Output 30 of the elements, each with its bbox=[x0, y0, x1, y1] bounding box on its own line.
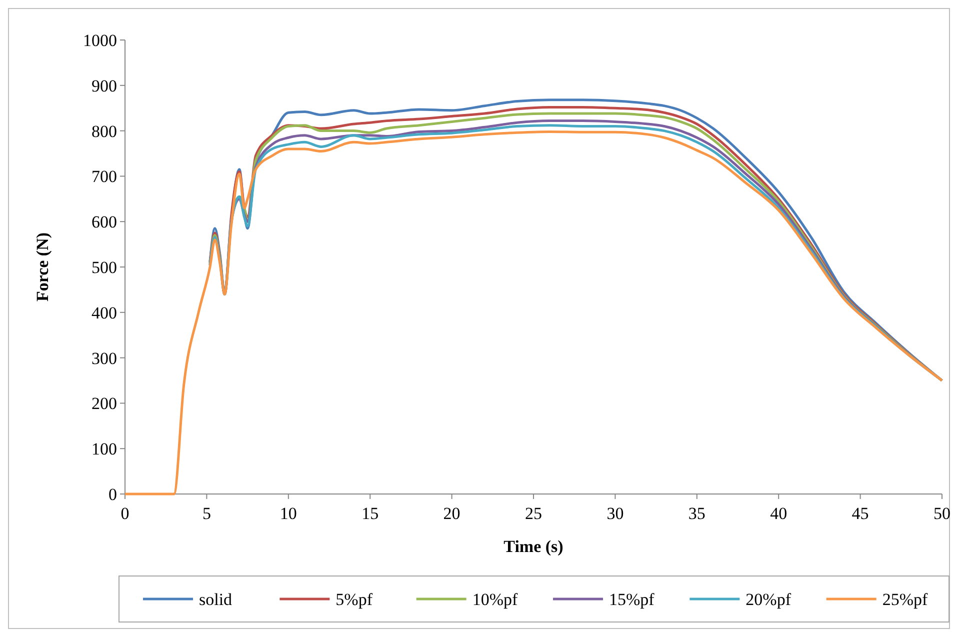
y-tick-label: 800 bbox=[92, 122, 117, 141]
y-tick-label: 700 bbox=[92, 167, 117, 186]
x-tick-label: 20 bbox=[443, 504, 460, 523]
x-tick-label: 10 bbox=[280, 504, 297, 523]
x-tick-label: 30 bbox=[606, 504, 624, 523]
x-tick-label: 5 bbox=[202, 504, 211, 523]
legend-label: 5%pf bbox=[336, 590, 373, 609]
x-tick-label: 50 bbox=[934, 504, 950, 523]
y-tick-label: 100 bbox=[92, 440, 117, 459]
y-tick-label: 0 bbox=[108, 484, 117, 504]
legend-label: 20%pf bbox=[746, 590, 792, 609]
y-tick-label: 400 bbox=[92, 303, 117, 322]
y-tick-label: 300 bbox=[92, 348, 117, 368]
x-axis-title: Time (s) bbox=[504, 537, 564, 556]
y-tick-label: 500 bbox=[92, 258, 117, 277]
y-axis-title: Force (N) bbox=[33, 232, 52, 302]
y-tick-label: 200 bbox=[92, 394, 117, 414]
legend-label: 15%pf bbox=[609, 590, 655, 609]
y-tick-label: 1000 bbox=[83, 30, 117, 50]
legend-label: 10%pf bbox=[472, 590, 518, 609]
y-tick-label: 600 bbox=[92, 212, 117, 232]
x-tick-label: 25 bbox=[525, 504, 542, 523]
legend-label: solid bbox=[199, 590, 233, 609]
x-tick-label: 15 bbox=[362, 504, 379, 523]
x-tick-label: 45 bbox=[852, 504, 869, 523]
x-tick-label: 40 bbox=[770, 504, 788, 523]
y-tick-label: 900 bbox=[92, 76, 117, 96]
x-tick-label: 35 bbox=[688, 504, 706, 523]
x-tick-label: 0 bbox=[120, 504, 130, 523]
legend-label: 25%pf bbox=[882, 590, 928, 609]
